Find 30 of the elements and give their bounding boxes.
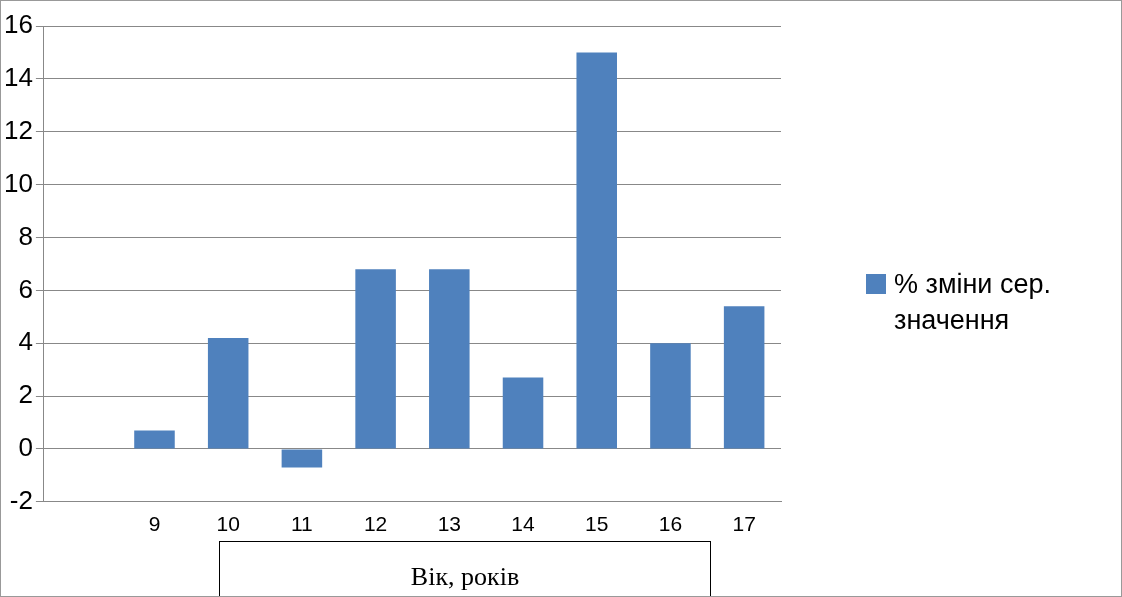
y-tick-label: 8 [18, 220, 33, 251]
bar [281, 449, 323, 468]
bar [650, 343, 691, 449]
x-tick-label: 9 [148, 512, 161, 536]
x-tick-label: 10 [216, 512, 240, 536]
x-tick-label: 12 [363, 512, 388, 536]
y-tick-label: 2 [18, 379, 33, 410]
x-tick-label: 13 [437, 512, 461, 536]
y-tick-label: 12 [4, 114, 33, 145]
y-tick-label: 6 [18, 273, 33, 304]
bar [207, 337, 249, 449]
x-tick-label: 17 [732, 512, 756, 536]
bar [134, 430, 175, 449]
bar [502, 377, 544, 449]
y-tick-label: 16 [4, 9, 33, 40]
x-tick-label: 14 [511, 512, 536, 536]
y-tick-label: -2 [9, 484, 33, 515]
legend-label: % зміни сер. значення [894, 268, 1052, 337]
bar [355, 269, 396, 449]
bar [576, 52, 617, 449]
y-tick-label: 14 [4, 62, 33, 93]
x-axis-title: Вік, років [219, 541, 711, 597]
x-tick-label: 16 [658, 512, 683, 536]
y-tick-label: 0 [18, 432, 33, 463]
y-tick-label: 10 [4, 167, 33, 198]
x-tick-label: 11 [290, 512, 313, 536]
y-tick-label: 4 [18, 326, 33, 357]
bar [723, 306, 765, 449]
x-tick-label: 15 [585, 512, 609, 536]
bar [429, 269, 470, 449]
